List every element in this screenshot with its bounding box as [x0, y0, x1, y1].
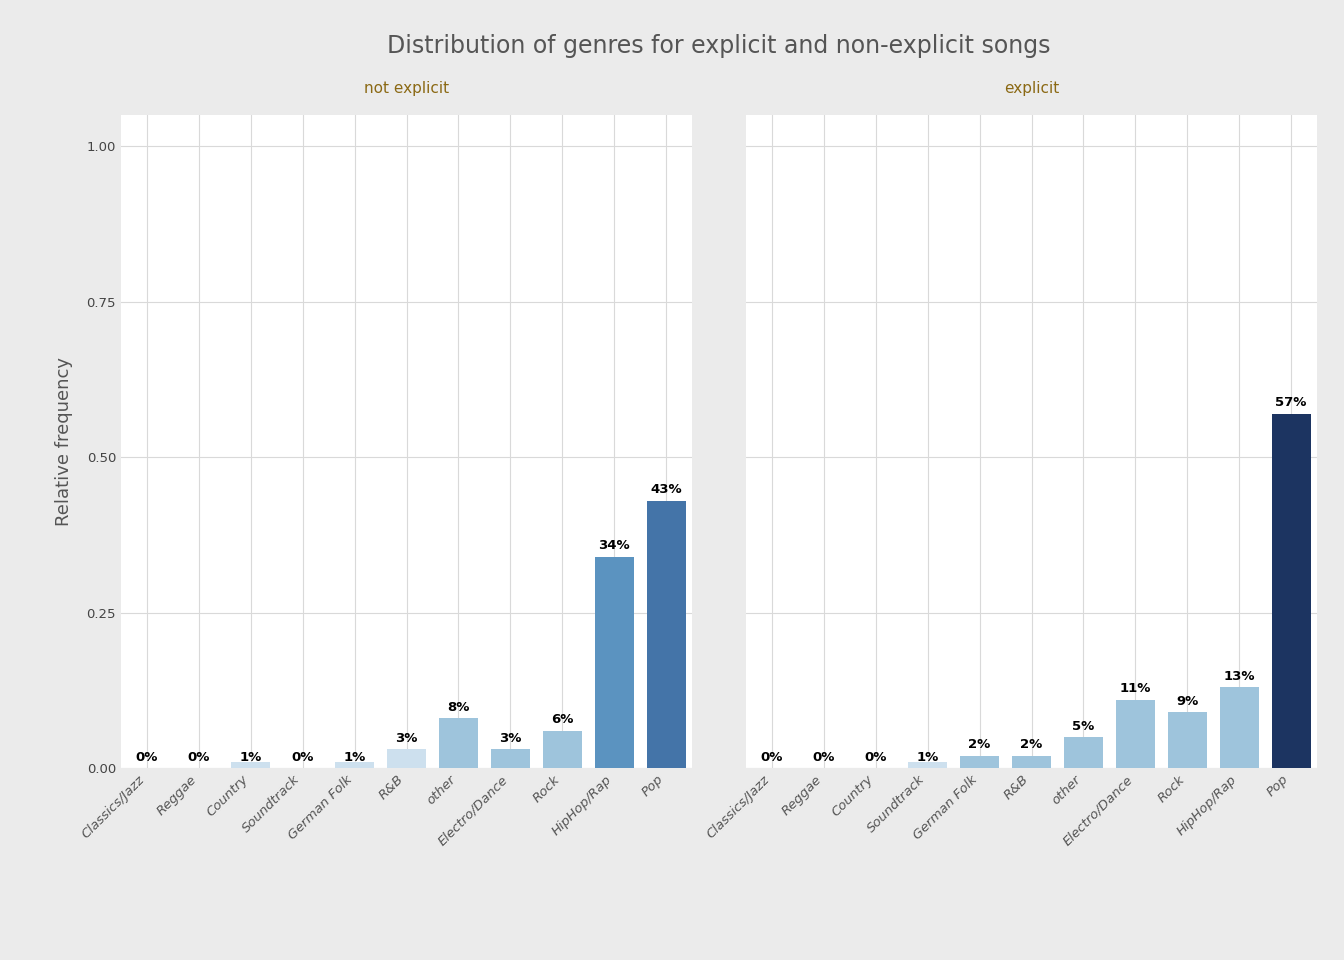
Text: 57%: 57%: [1275, 396, 1306, 409]
Text: 2%: 2%: [969, 738, 991, 752]
Text: 3%: 3%: [499, 732, 521, 745]
Bar: [543, 731, 582, 768]
Bar: [1064, 737, 1103, 768]
Text: Distribution of genres for explicit and non-explicit songs: Distribution of genres for explicit and …: [387, 34, 1051, 58]
Bar: [1271, 414, 1310, 768]
Bar: [1220, 687, 1259, 768]
Text: 43%: 43%: [650, 483, 681, 496]
Text: 1%: 1%: [917, 751, 939, 763]
Text: explicit: explicit: [1004, 81, 1059, 96]
Bar: [491, 750, 530, 768]
Text: 11%: 11%: [1120, 683, 1150, 695]
Bar: [387, 750, 426, 768]
Bar: [335, 762, 374, 768]
Y-axis label: Relative frequency: Relative frequency: [55, 357, 73, 526]
Bar: [960, 756, 999, 768]
Text: 0%: 0%: [813, 751, 835, 763]
Bar: [909, 762, 948, 768]
Text: 13%: 13%: [1223, 670, 1255, 683]
Text: 6%: 6%: [551, 713, 574, 727]
Text: 2%: 2%: [1020, 738, 1043, 752]
Text: 1%: 1%: [239, 751, 262, 763]
Text: 0%: 0%: [864, 751, 887, 763]
Bar: [1168, 712, 1207, 768]
Text: 0%: 0%: [761, 751, 784, 763]
Bar: [439, 718, 478, 768]
Text: 1%: 1%: [344, 751, 366, 763]
Bar: [1116, 700, 1154, 768]
Bar: [646, 501, 685, 768]
Text: 0%: 0%: [292, 751, 314, 763]
Bar: [1012, 756, 1051, 768]
Text: 34%: 34%: [598, 540, 630, 552]
Text: 0%: 0%: [188, 751, 210, 763]
Bar: [231, 762, 270, 768]
Text: not explicit: not explicit: [364, 81, 449, 96]
Text: 0%: 0%: [136, 751, 159, 763]
Text: 5%: 5%: [1073, 720, 1094, 732]
Text: 3%: 3%: [395, 732, 418, 745]
Text: 9%: 9%: [1176, 695, 1199, 708]
Text: 8%: 8%: [448, 701, 469, 714]
Bar: [595, 557, 634, 768]
